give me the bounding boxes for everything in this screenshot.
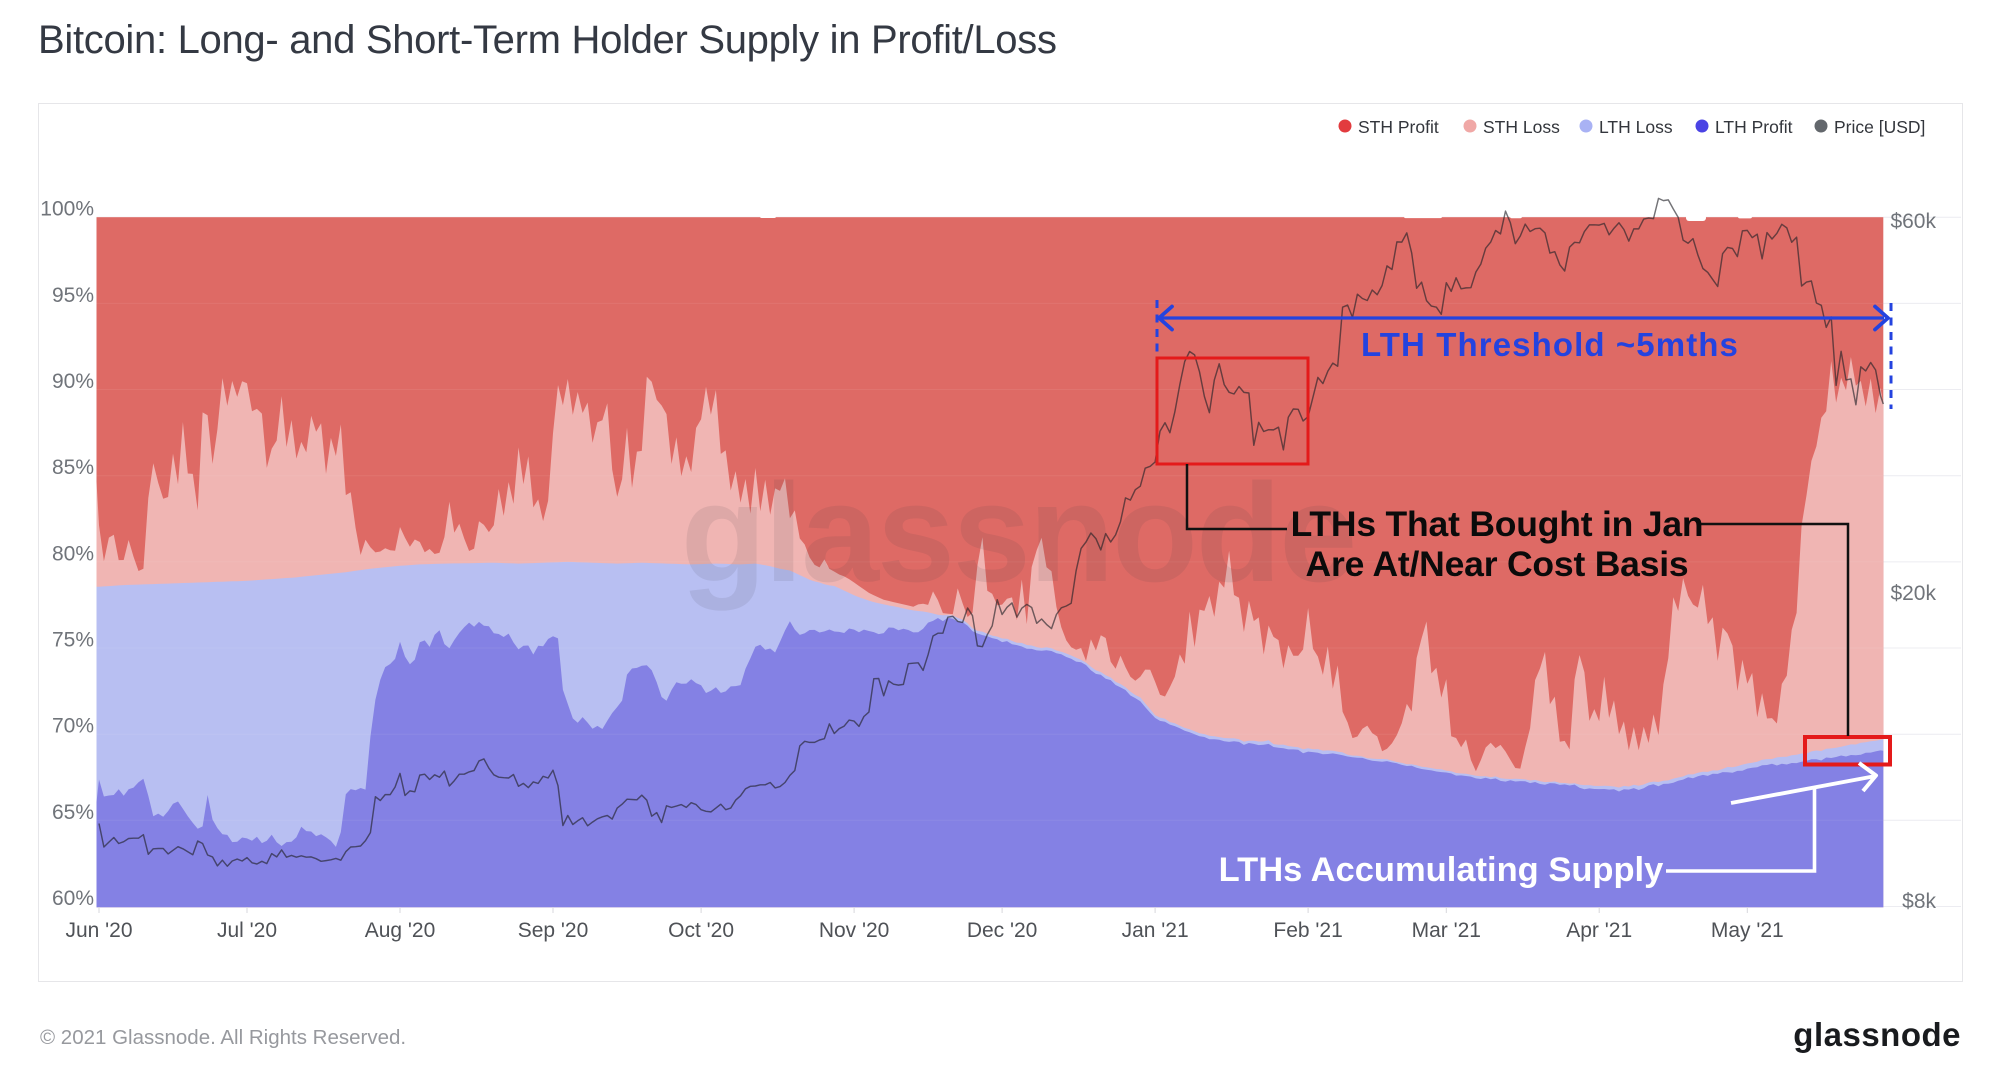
svg-text:Are At/Near Cost Basis: Are At/Near Cost Basis	[1306, 544, 1689, 584]
svg-text:LTH Profit: LTH Profit	[1715, 117, 1793, 137]
svg-text:Oct '20: Oct '20	[668, 919, 734, 942]
svg-text:Bitcoin: Long- and Short-Term: Bitcoin: Long- and Short-Term Holder Sup…	[38, 18, 1057, 62]
svg-text:Apr '21: Apr '21	[1566, 919, 1632, 942]
svg-text:Jan '21: Jan '21	[1122, 919, 1189, 942]
svg-text:75%: 75%	[52, 629, 94, 652]
svg-text:100%: 100%	[40, 198, 94, 221]
svg-text:95%: 95%	[52, 284, 94, 307]
svg-text:STH Profit: STH Profit	[1358, 117, 1439, 137]
svg-text:Sep '20: Sep '20	[518, 919, 589, 942]
svg-text:$20k: $20k	[1890, 582, 1936, 605]
svg-text:Jul '20: Jul '20	[217, 919, 277, 942]
svg-text:glassnode: glassnode	[681, 454, 1355, 611]
svg-text:80%: 80%	[52, 542, 94, 565]
svg-text:Nov '20: Nov '20	[819, 919, 890, 942]
svg-text:$8k: $8k	[1902, 890, 1936, 913]
svg-text:90%: 90%	[52, 370, 94, 393]
svg-text:$60k: $60k	[1890, 210, 1936, 233]
svg-text:85%: 85%	[52, 456, 94, 479]
svg-text:LTH Threshold ~5mths: LTH Threshold ~5mths	[1361, 326, 1739, 363]
svg-text:Price [USD]: Price [USD]	[1834, 117, 1925, 137]
svg-text:Jun '20: Jun '20	[65, 919, 132, 942]
svg-text:60%: 60%	[52, 887, 94, 910]
svg-text:LTHs That Bought in Jan: LTHs That Bought in Jan	[1291, 504, 1704, 544]
svg-text:glassnode: glassnode	[1793, 1016, 1961, 1053]
svg-text:LTHs Accumulating Supply: LTHs Accumulating Supply	[1219, 851, 1664, 889]
svg-text:70%: 70%	[52, 715, 94, 738]
svg-text:STH Loss: STH Loss	[1483, 117, 1560, 137]
svg-text:Feb '21: Feb '21	[1273, 919, 1342, 942]
svg-text:65%: 65%	[52, 801, 94, 824]
svg-text:Mar '21: Mar '21	[1412, 919, 1481, 942]
svg-text:Aug '20: Aug '20	[365, 919, 436, 942]
svg-text:Dec '20: Dec '20	[967, 919, 1038, 942]
svg-text:© 2021 Glassnode. All Rights R: © 2021 Glassnode. All Rights Reserved.	[40, 1026, 406, 1049]
svg-text:LTH Loss: LTH Loss	[1599, 117, 1673, 137]
svg-text:May '21: May '21	[1711, 919, 1784, 942]
